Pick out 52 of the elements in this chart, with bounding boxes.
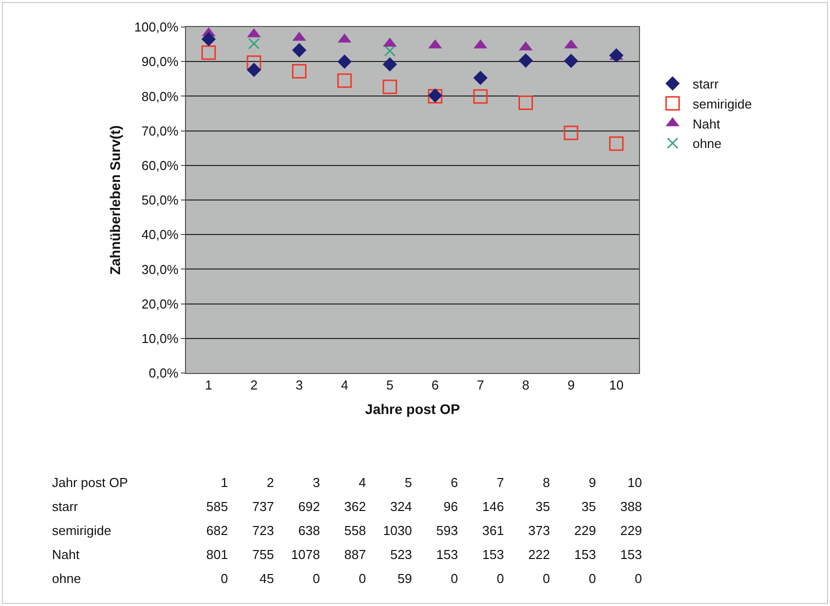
point <box>564 126 578 140</box>
x-tick-label: 2 <box>250 378 258 393</box>
point <box>202 32 216 46</box>
point <box>292 43 306 58</box>
point <box>382 80 398 94</box>
point <box>609 136 624 151</box>
point <box>246 62 262 78</box>
legend-label: semirigide <box>692 96 752 112</box>
text: semirigide 682 723 638 558 1030 593 361 373 229 229 <box>52 522 642 538</box>
legend-label: Naht <box>692 116 720 132</box>
legend-label: ohne <box>692 136 722 152</box>
x-axis-title: Jahre post OP <box>365 400 460 417</box>
y-axis-title: Zahnüberleben Surv(t) <box>106 125 123 275</box>
y-tick-label: 0,0% <box>148 366 179 381</box>
y-tick-label: 20,0% <box>142 296 179 312</box>
y-tick-label: 30,0% <box>142 262 179 277</box>
x-tick-label: 7 <box>476 378 484 393</box>
y-tick-label: 70,0% <box>142 123 179 138</box>
point <box>246 55 262 70</box>
point <box>201 45 216 60</box>
legend-label: starr <box>692 76 720 92</box>
point <box>473 89 488 104</box>
x-tick-label: 6 <box>432 378 439 393</box>
point <box>518 53 533 68</box>
point <box>564 54 578 68</box>
y-tick-label: 50,0% <box>142 192 179 208</box>
text: Jahr post OP 1 2 3 4 5 6 7 8 9 10 <box>52 474 642 490</box>
point <box>609 48 624 63</box>
y-tick-label: 100,0% <box>134 20 179 35</box>
point <box>337 73 352 88</box>
point <box>384 45 396 57</box>
x-tick-label: 8 <box>522 378 530 393</box>
text: Naht 801 755 1078 887 523 153 153 222 153 153 <box>52 546 642 562</box>
y-tick-label: 60,0% <box>142 158 179 173</box>
x-tick-label: 5 <box>386 378 394 393</box>
y-tick-label: 80,0% <box>142 88 179 104</box>
x-tick-label: 1 <box>205 378 212 393</box>
point <box>248 38 260 50</box>
x-tick-label: 4 <box>340 378 348 393</box>
text: starr 585 737 692 362 324 96 146 35 35 388 <box>52 498 642 514</box>
x-tick-label: 3 <box>296 378 303 393</box>
point <box>382 57 397 72</box>
point <box>473 70 488 86</box>
x-tick-label: 10 <box>609 378 624 393</box>
y-tick-label: 40,0% <box>142 227 179 242</box>
point <box>518 96 533 110</box>
text: ohne 0 45 0 0 59 0 0 0 0 0 <box>52 570 642 586</box>
y-tick-label: 10,0% <box>142 330 179 346</box>
y-tick-label: 90,0% <box>142 54 179 70</box>
point <box>292 64 306 79</box>
x-tick-label: 9 <box>567 378 575 393</box>
point <box>337 54 352 69</box>
